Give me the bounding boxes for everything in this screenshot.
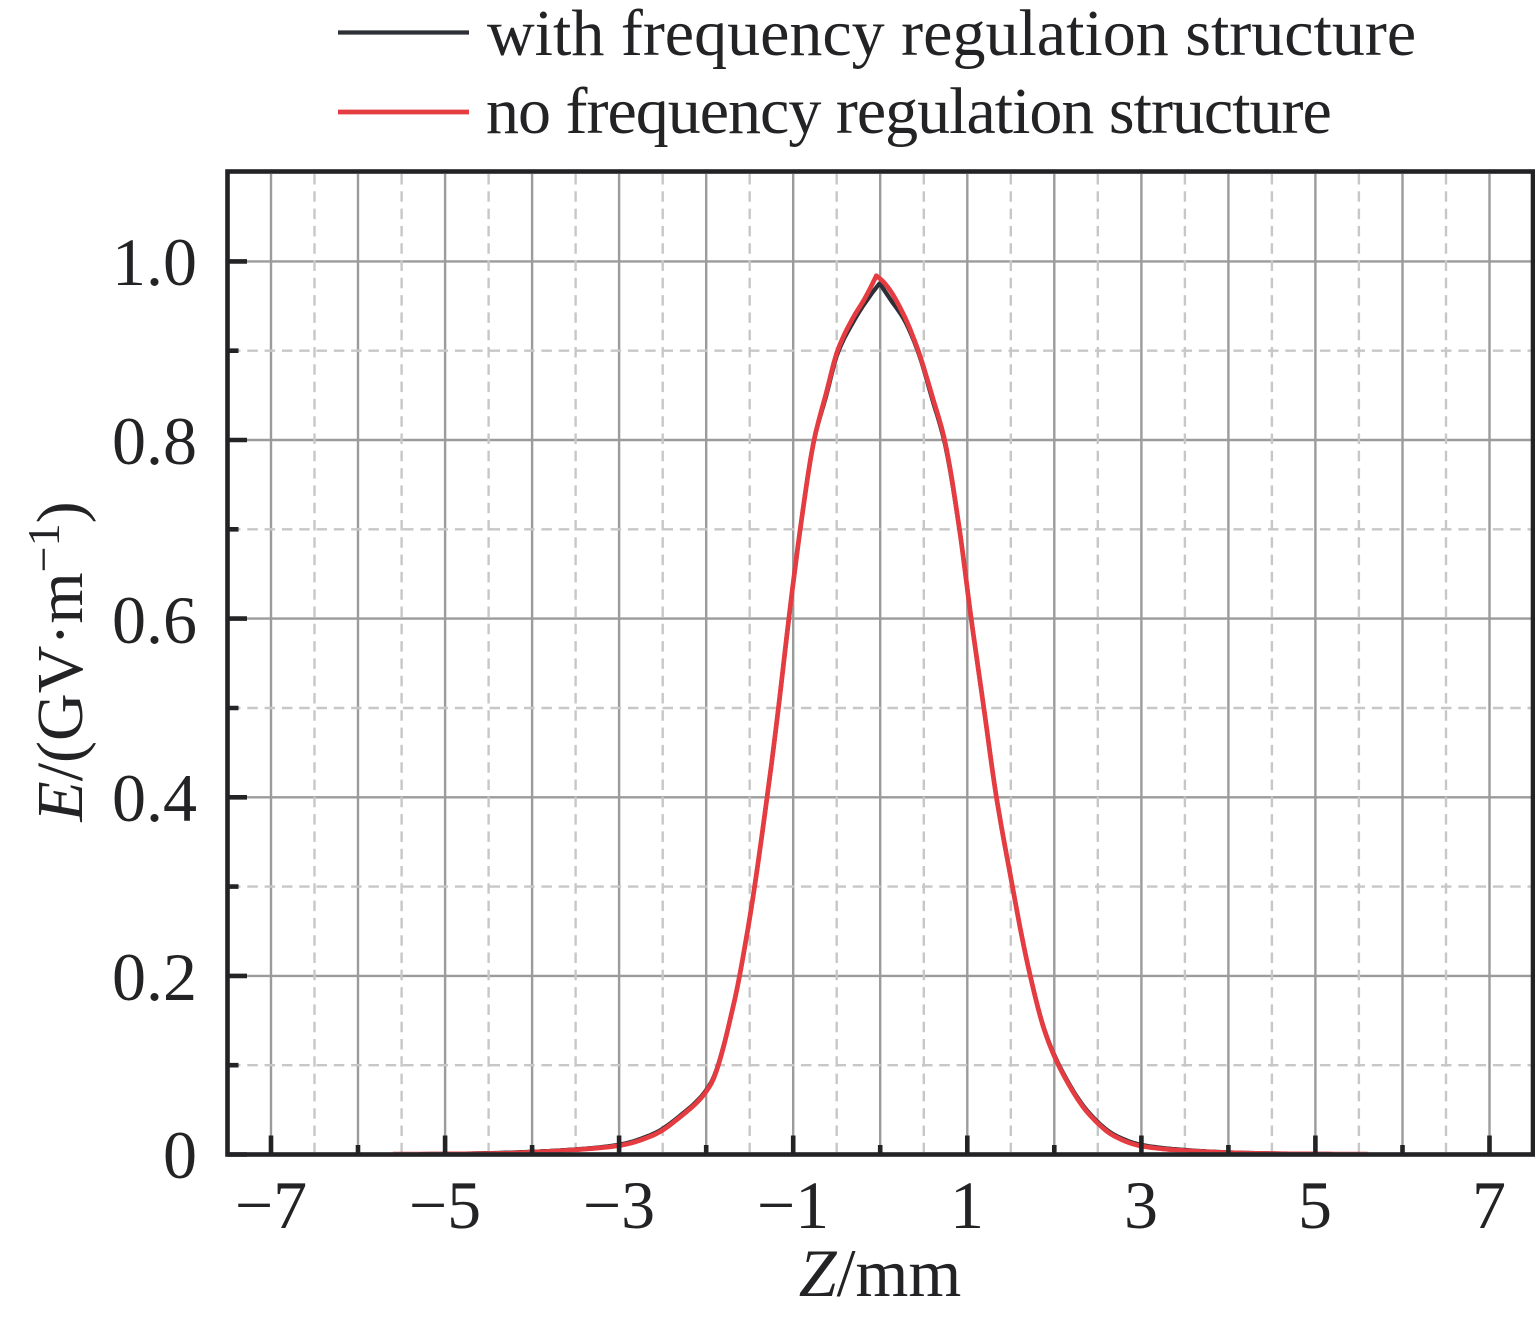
svg-text:0.2: 0.2	[112, 939, 197, 1015]
svg-text:with frequency regulation stru: with frequency regulation structure	[487, 0, 1416, 70]
svg-text:0: 0	[163, 1117, 197, 1193]
svg-text:−7: −7	[235, 1167, 307, 1243]
svg-text:0.4: 0.4	[112, 760, 197, 836]
svg-text:1: 1	[950, 1167, 984, 1243]
svg-text:no frequency regulation struct: no frequency regulation structure	[486, 75, 1331, 148]
svg-text:3: 3	[1124, 1167, 1158, 1243]
svg-text:5: 5	[1298, 1167, 1332, 1243]
svg-text:−1: −1	[757, 1167, 829, 1243]
svg-text:7: 7	[1472, 1167, 1506, 1243]
svg-text:−5: −5	[409, 1167, 481, 1243]
svg-text:Z/mm: Z/mm	[799, 1235, 962, 1311]
svg-text:0.6: 0.6	[112, 582, 197, 658]
svg-text:1.0: 1.0	[112, 224, 197, 300]
svg-text:0.8: 0.8	[112, 403, 197, 479]
svg-text:−3: −3	[583, 1167, 655, 1243]
svg-text:E/(GV·m−1): E/(GV·m−1)	[18, 501, 97, 822]
